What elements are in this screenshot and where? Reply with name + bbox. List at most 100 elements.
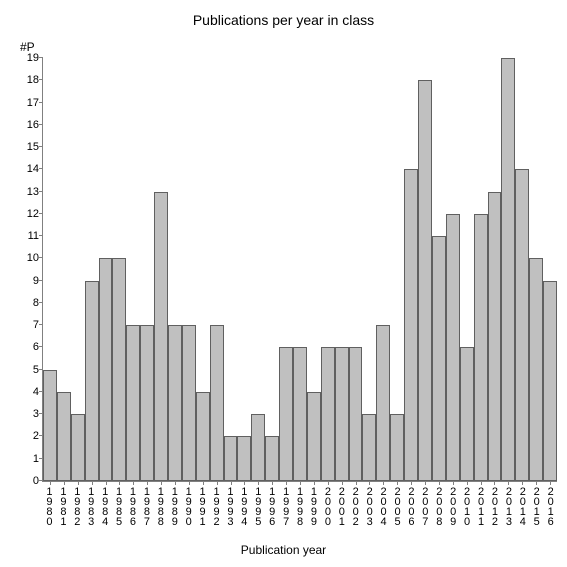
x-tick-label: 1981 — [57, 486, 68, 526]
x-tick-label: 2004 — [378, 486, 389, 526]
bar-slot — [265, 58, 279, 481]
x-tick-mark — [272, 481, 273, 485]
x-label-slot: 1991 — [195, 486, 209, 526]
x-label-slot: 1989 — [167, 486, 181, 526]
x-tick-mark — [425, 481, 426, 485]
x-tick-mark — [397, 481, 398, 485]
bar-slot — [446, 58, 460, 481]
bar-slot — [43, 58, 57, 481]
bar-slot — [321, 58, 335, 481]
y-tick-mark — [39, 235, 43, 236]
y-tick-label: 1 — [33, 453, 43, 465]
x-label-slot: 1995 — [251, 486, 265, 526]
x-label-slot: 1982 — [70, 486, 84, 526]
bar — [154, 192, 168, 481]
x-tick-label: 1988 — [155, 486, 166, 526]
y-tick-mark — [39, 191, 43, 192]
x-tick-mark — [494, 481, 495, 485]
x-label-slot: 2010 — [460, 486, 474, 526]
x-tick-label: 2015 — [531, 486, 542, 526]
bar — [279, 347, 293, 481]
x-tick-mark — [481, 481, 482, 485]
bar — [418, 80, 432, 481]
x-tick-label: 2012 — [489, 486, 500, 526]
bar — [501, 58, 515, 481]
x-label-slot: 2008 — [432, 486, 446, 526]
y-tick-mark — [39, 435, 43, 436]
y-tick-label: 4 — [33, 386, 43, 398]
x-tick-label: 2016 — [545, 486, 556, 526]
bar — [126, 325, 140, 481]
y-tick-mark — [39, 391, 43, 392]
x-tick-label: 2010 — [461, 486, 472, 526]
x-tick-label: 1999 — [308, 486, 319, 526]
bar-slot — [474, 58, 488, 481]
y-tick-label: 14 — [27, 163, 43, 175]
bar — [224, 436, 238, 481]
x-tick-mark — [106, 481, 107, 485]
x-label-slot: 1994 — [237, 486, 251, 526]
bar-slot — [224, 58, 238, 481]
bar-slot — [279, 58, 293, 481]
x-tick-mark — [64, 481, 65, 485]
x-tick-label: 2001 — [336, 486, 347, 526]
x-tick-mark — [550, 481, 551, 485]
y-tick-label: 9 — [33, 275, 43, 287]
y-tick-label: 19 — [27, 52, 43, 64]
x-label-slot: 2007 — [418, 486, 432, 526]
y-tick-mark — [39, 213, 43, 214]
y-tick-mark — [39, 302, 43, 303]
bar — [168, 325, 182, 481]
bar-slot — [349, 58, 363, 481]
x-label-slot: 1990 — [181, 486, 195, 526]
bar-slot — [390, 58, 404, 481]
y-tick-label: 17 — [27, 97, 43, 109]
x-tick-mark — [92, 481, 93, 485]
y-tick-label: 16 — [27, 119, 43, 131]
bar — [43, 370, 57, 481]
bar-slot — [460, 58, 474, 481]
x-tick-label: 2013 — [503, 486, 514, 526]
bar-slot — [126, 58, 140, 481]
x-label-slot: 2001 — [334, 486, 348, 526]
x-tick-label: 1987 — [141, 486, 152, 526]
bar-slot — [168, 58, 182, 481]
bar-slot — [543, 58, 557, 481]
y-tick-mark — [39, 324, 43, 325]
x-tick-label: 1993 — [224, 486, 235, 526]
y-tick-mark — [39, 280, 43, 281]
bar-slot — [57, 58, 71, 481]
bar — [446, 214, 460, 481]
bar — [293, 347, 307, 481]
x-tick-label: 2011 — [475, 486, 486, 526]
bar-slot — [99, 58, 113, 481]
x-tick-label: 1983 — [85, 486, 96, 526]
x-tick-mark — [244, 481, 245, 485]
bar-slot — [154, 58, 168, 481]
bar-slot — [307, 58, 321, 481]
x-tick-label: 1982 — [71, 486, 82, 526]
bar-slot — [85, 58, 99, 481]
bar-slot — [529, 58, 543, 481]
x-tick-label: 1985 — [113, 486, 124, 526]
x-tick-mark — [342, 481, 343, 485]
y-tick-mark — [39, 369, 43, 370]
x-tick-label: 1989 — [169, 486, 180, 526]
x-labels-group: 1980198119821983198419851986198719881989… — [42, 486, 557, 526]
x-label-slot: 1987 — [139, 486, 153, 526]
x-tick-label: 2006 — [405, 486, 416, 526]
y-tick-label: 7 — [33, 319, 43, 331]
bar — [140, 325, 154, 481]
bar-slot — [237, 58, 251, 481]
y-tick-mark — [39, 480, 43, 481]
x-label-slot: 1980 — [42, 486, 56, 526]
x-label-slot: 2005 — [390, 486, 404, 526]
x-tick-mark — [147, 481, 148, 485]
bar-slot — [432, 58, 446, 481]
x-tick-label: 1990 — [183, 486, 194, 526]
y-tick-label: 13 — [27, 186, 43, 198]
y-tick-label: 12 — [27, 208, 43, 220]
bar — [515, 169, 529, 481]
bar — [488, 192, 502, 481]
bar — [196, 392, 210, 481]
